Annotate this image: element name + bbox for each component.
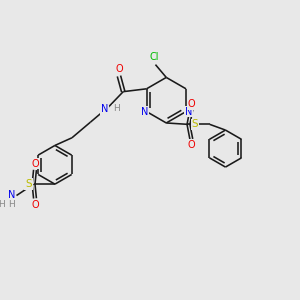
Text: S: S xyxy=(191,119,198,129)
Text: H: H xyxy=(113,104,119,113)
Text: N: N xyxy=(141,106,148,117)
Text: O: O xyxy=(31,200,39,210)
Text: O: O xyxy=(115,64,123,74)
Text: O: O xyxy=(188,140,195,150)
Text: H: H xyxy=(0,200,5,209)
Text: N: N xyxy=(8,190,15,200)
Text: O: O xyxy=(31,159,39,169)
Text: N: N xyxy=(101,104,108,114)
Text: S: S xyxy=(25,179,32,189)
Text: H: H xyxy=(8,200,15,209)
Text: N: N xyxy=(184,106,192,117)
Text: O: O xyxy=(188,99,195,109)
Text: Cl: Cl xyxy=(149,52,159,62)
